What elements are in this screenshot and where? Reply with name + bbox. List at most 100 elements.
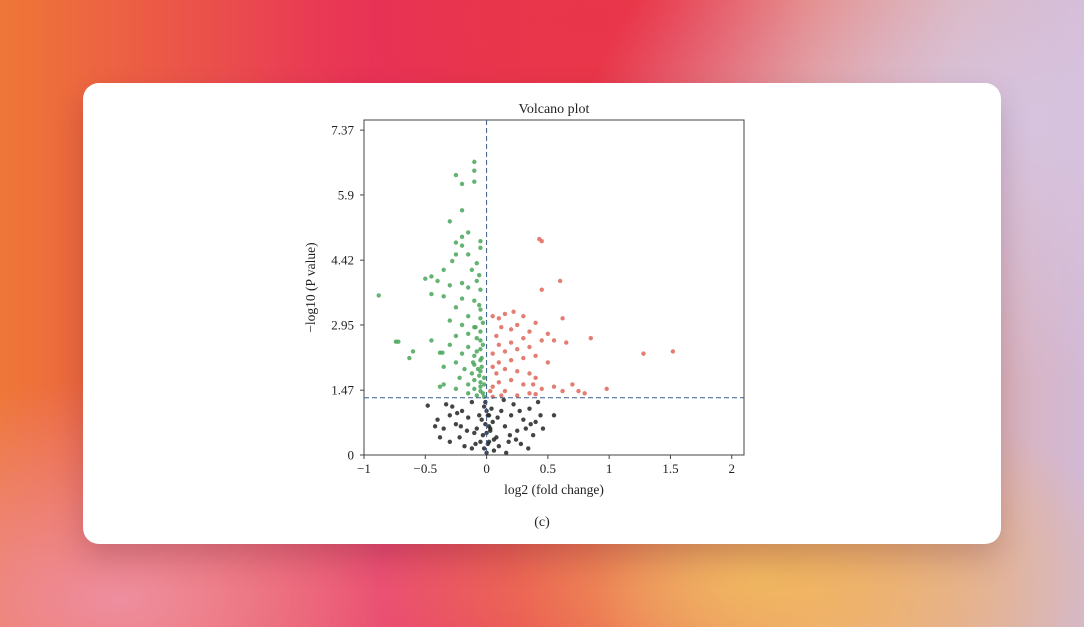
y-tick-label: 5.9 bbox=[338, 187, 354, 202]
up-regulated-point bbox=[490, 394, 495, 400]
ns-regulated-point bbox=[495, 415, 500, 420]
x-tick-label: −0.5 bbox=[413, 461, 437, 476]
figure-caption: (c) bbox=[534, 515, 550, 530]
ns-regulated-point bbox=[540, 426, 546, 431]
down-regulated-point bbox=[477, 302, 482, 308]
down-regulated-point bbox=[475, 366, 481, 372]
up-regulated-point bbox=[521, 335, 526, 341]
up-regulated-point bbox=[533, 320, 538, 325]
down-regulated-point bbox=[465, 313, 471, 319]
up-regulated-point bbox=[551, 384, 557, 389]
ns-regulated-point bbox=[528, 421, 533, 427]
y-axis-label: −log10 (P value) bbox=[303, 242, 318, 332]
down-regulated-point bbox=[478, 338, 483, 343]
ns-regulated-point bbox=[480, 432, 486, 438]
plot-marks bbox=[376, 159, 676, 455]
down-regulated-point bbox=[477, 373, 482, 378]
ns-regulated-point bbox=[502, 424, 508, 429]
down-regulated-point bbox=[465, 382, 471, 387]
ns-regulated-point bbox=[503, 450, 509, 455]
down-regulated-point bbox=[429, 338, 434, 343]
down-regulated-point bbox=[469, 267, 475, 273]
down-regulated-point bbox=[407, 355, 412, 361]
y-tick-label: 2.95 bbox=[331, 317, 354, 332]
ns-regulated-point bbox=[437, 435, 443, 440]
up-regulated-point bbox=[515, 322, 520, 328]
y-tick-label: 4.42 bbox=[331, 253, 354, 268]
down-regulated-point bbox=[474, 393, 479, 398]
down-regulated-point bbox=[473, 324, 478, 330]
up-regulated-point bbox=[641, 351, 646, 356]
up-regulated-point bbox=[502, 366, 508, 372]
down-regulated-point bbox=[459, 243, 465, 248]
ns-regulated-point bbox=[496, 443, 502, 449]
ns-regulated-point bbox=[472, 430, 477, 436]
up-regulated-point bbox=[508, 358, 514, 363]
down-regulated-point bbox=[453, 240, 459, 245]
x-axis-label: log2 (fold change) bbox=[504, 482, 604, 497]
up-regulated-point bbox=[496, 360, 502, 365]
up-regulated-point bbox=[515, 369, 520, 374]
up-regulated-point bbox=[502, 388, 508, 394]
down-regulated-point bbox=[441, 294, 446, 299]
down-regulated-point bbox=[472, 377, 477, 383]
down-regulated-point bbox=[479, 364, 484, 370]
up-regulated-point bbox=[539, 287, 544, 292]
up-regulated-point bbox=[539, 386, 544, 392]
down-regulated-point bbox=[472, 353, 477, 359]
down-regulated-point bbox=[453, 386, 459, 392]
x-tick-label: 0.5 bbox=[540, 461, 556, 476]
down-regulated-point bbox=[447, 283, 453, 288]
figure-card: −1 −0.5 0 0.5 1 1.5 2 0 1.47 2.95 4.42 5.9 7.37 Vol… bbox=[83, 83, 1001, 544]
up-regulated-point bbox=[576, 388, 581, 394]
down-regulated-point bbox=[441, 364, 446, 370]
up-regulated-point bbox=[515, 347, 520, 352]
down-regulated-point bbox=[480, 342, 486, 348]
down-regulated-point bbox=[478, 245, 483, 251]
down-regulated-point bbox=[453, 360, 459, 365]
y-tick-label: 7.37 bbox=[331, 123, 354, 138]
down-regulated-point bbox=[453, 252, 459, 257]
ns-regulated-point bbox=[489, 406, 494, 411]
ns-regulated-point bbox=[458, 424, 464, 429]
up-regulated-point bbox=[508, 327, 514, 332]
down-regulated-point bbox=[470, 360, 476, 365]
ns-regulated-point bbox=[511, 402, 516, 407]
ns-regulated-point bbox=[479, 417, 484, 422]
ns-regulated-point bbox=[491, 448, 497, 453]
up-regulated-point bbox=[545, 331, 551, 336]
ns-regulated-point bbox=[481, 404, 487, 409]
ns-regulated-point bbox=[474, 426, 479, 431]
up-regulated-point bbox=[496, 380, 502, 385]
ns-regulated-point bbox=[538, 413, 543, 418]
down-regulated-point bbox=[459, 351, 465, 356]
down-regulated-point bbox=[459, 280, 465, 286]
down-regulated-point bbox=[474, 349, 479, 354]
ns-regulated-point bbox=[533, 419, 538, 425]
plot-frame bbox=[363, 119, 745, 456]
ns-regulated-point bbox=[425, 403, 430, 408]
down-regulated-point bbox=[472, 298, 477, 303]
ns-regulated-point bbox=[469, 399, 475, 405]
up-regulated-point bbox=[490, 364, 495, 370]
down-regulated-point bbox=[459, 234, 465, 240]
ns-regulated-point bbox=[513, 437, 519, 442]
up-regulated-point bbox=[533, 375, 538, 381]
down-regulated-point bbox=[453, 333, 459, 339]
ns-regulated-point bbox=[441, 426, 446, 431]
ns-regulated-point bbox=[473, 441, 478, 447]
ns-regulated-point bbox=[491, 437, 497, 442]
down-regulated-point bbox=[474, 335, 479, 341]
ns-regulated-point bbox=[526, 446, 531, 451]
ns-regulated-point bbox=[518, 441, 524, 447]
up-regulated-point bbox=[490, 384, 495, 389]
down-regulated-point bbox=[453, 172, 459, 178]
down-regulated-point bbox=[472, 386, 477, 392]
x-tick-label: −1 bbox=[357, 461, 371, 476]
down-regulated-point bbox=[477, 272, 482, 278]
down-regulated-point bbox=[376, 293, 381, 298]
up-regulated-point bbox=[508, 377, 514, 383]
ns-regulated-point bbox=[499, 408, 504, 414]
ns-regulated-point bbox=[523, 426, 529, 431]
down-regulated-point bbox=[465, 331, 471, 336]
